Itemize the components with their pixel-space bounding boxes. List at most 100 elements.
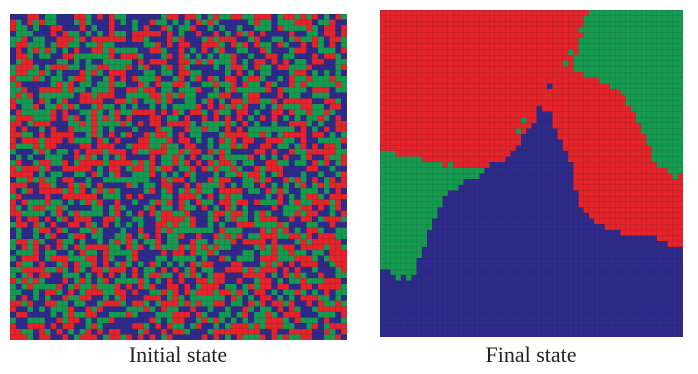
final-state-cell	[625, 100, 631, 106]
final-state-cell	[515, 43, 522, 50]
final-state-cell	[641, 134, 647, 140]
final-state-cell	[484, 134, 490, 140]
initial-state-cell	[91, 244, 98, 251]
final-state-cell	[463, 60, 469, 67]
initial-state-cell	[178, 238, 185, 245]
initial-state-cell	[294, 143, 301, 149]
initial-state-cell	[236, 323, 243, 329]
final-state-cell	[635, 83, 642, 89]
initial-state-cell	[242, 221, 249, 228]
initial-state-cell	[166, 323, 173, 329]
initial-state-cell	[178, 199, 185, 206]
final-state-cell	[458, 128, 464, 135]
final-state-cell	[510, 72, 516, 78]
initial-state-cell	[15, 25, 22, 31]
initial-state-grid	[10, 14, 347, 340]
initial-state-cell	[195, 25, 202, 31]
initial-state-cell	[161, 42, 167, 48]
final-state-cell	[484, 83, 490, 89]
initial-state-cell	[190, 317, 196, 324]
final-state-cell	[510, 111, 516, 118]
initial-state-cell	[219, 289, 226, 296]
initial-state-cell	[155, 272, 162, 279]
initial-state-cell	[108, 148, 115, 155]
initial-state-cell	[50, 317, 57, 324]
final-state-cell	[411, 94, 417, 101]
initial-state-cell	[294, 328, 301, 335]
initial-state-cell	[44, 317, 51, 324]
initial-state-cell	[265, 250, 272, 256]
final-state-cell	[536, 15, 542, 22]
initial-state-cell	[172, 148, 179, 155]
initial-state-cell	[201, 205, 208, 211]
initial-state-cell	[219, 261, 226, 267]
initial-state-cell	[44, 160, 51, 166]
initial-state-cell	[137, 30, 144, 37]
final-state-cell	[400, 117, 407, 123]
initial-state-cell	[126, 115, 133, 121]
initial-state-cell	[73, 154, 80, 161]
initial-state-cell	[248, 261, 255, 267]
initial-state-cell	[294, 137, 301, 144]
initial-state-cell	[265, 244, 272, 251]
initial-state-cell	[155, 233, 162, 239]
final-state-cell	[656, 43, 663, 50]
initial-state-cell	[143, 98, 150, 104]
initial-state-cell	[44, 182, 51, 189]
initial-state-cell	[248, 233, 255, 239]
initial-state-cell	[312, 143, 318, 149]
initial-state-cell	[306, 120, 313, 127]
initial-state-cell	[329, 238, 336, 245]
initial-state-cell	[39, 14, 45, 20]
final-state-cell	[463, 10, 469, 16]
initial-state-cell	[178, 25, 185, 31]
final-state-cell	[489, 10, 495, 16]
initial-state-cell	[312, 317, 318, 324]
initial-state-cell	[15, 193, 22, 200]
initial-state-cell	[56, 36, 63, 43]
initial-state-cell	[201, 334, 208, 340]
initial-state-cell	[190, 64, 196, 71]
initial-state-cell	[10, 295, 16, 301]
final-state-cell	[536, 83, 542, 89]
final-state-cell	[547, 66, 553, 73]
final-state-cell	[541, 150, 548, 157]
initial-state-cell	[323, 171, 330, 178]
initial-state-cell	[323, 42, 330, 48]
initial-state-cell	[259, 205, 266, 211]
initial-state-cell	[172, 19, 179, 26]
final-state-cell	[427, 38, 433, 44]
initial-state-cell	[132, 75, 138, 82]
final-state-cell	[662, 49, 668, 56]
initial-state-cell	[102, 283, 109, 290]
initial-state-cell	[236, 98, 243, 104]
final-state-cell	[515, 66, 522, 73]
initial-state-cell	[172, 244, 179, 251]
initial-state-cell	[56, 289, 63, 296]
final-state-cell	[583, 83, 590, 89]
initial-state-cell	[50, 75, 57, 82]
initial-state-cell	[97, 103, 104, 110]
final-state-cell	[442, 134, 448, 140]
initial-state-cell	[68, 137, 74, 144]
final-state-cell	[411, 150, 417, 157]
initial-state-cell	[323, 36, 330, 43]
final-state-cell	[662, 122, 668, 129]
initial-state-cell	[15, 306, 22, 312]
final-state-cell	[568, 100, 574, 106]
initial-state-cell	[317, 261, 324, 267]
initial-state-cell	[172, 233, 179, 239]
final-state-cell	[500, 49, 506, 56]
final-state-cell	[599, 139, 605, 146]
initial-state-cell	[259, 137, 266, 144]
initial-state-cell	[149, 75, 156, 82]
final-state-cell	[395, 43, 401, 50]
initial-state-cell	[62, 87, 69, 93]
final-state-cell	[541, 38, 548, 44]
initial-state-cell	[248, 42, 255, 48]
initial-state-cell	[230, 19, 237, 26]
initial-state-cell	[207, 278, 214, 284]
initial-state-cell	[254, 109, 260, 116]
initial-state-cell	[73, 306, 80, 312]
initial-state-cell	[271, 92, 278, 99]
